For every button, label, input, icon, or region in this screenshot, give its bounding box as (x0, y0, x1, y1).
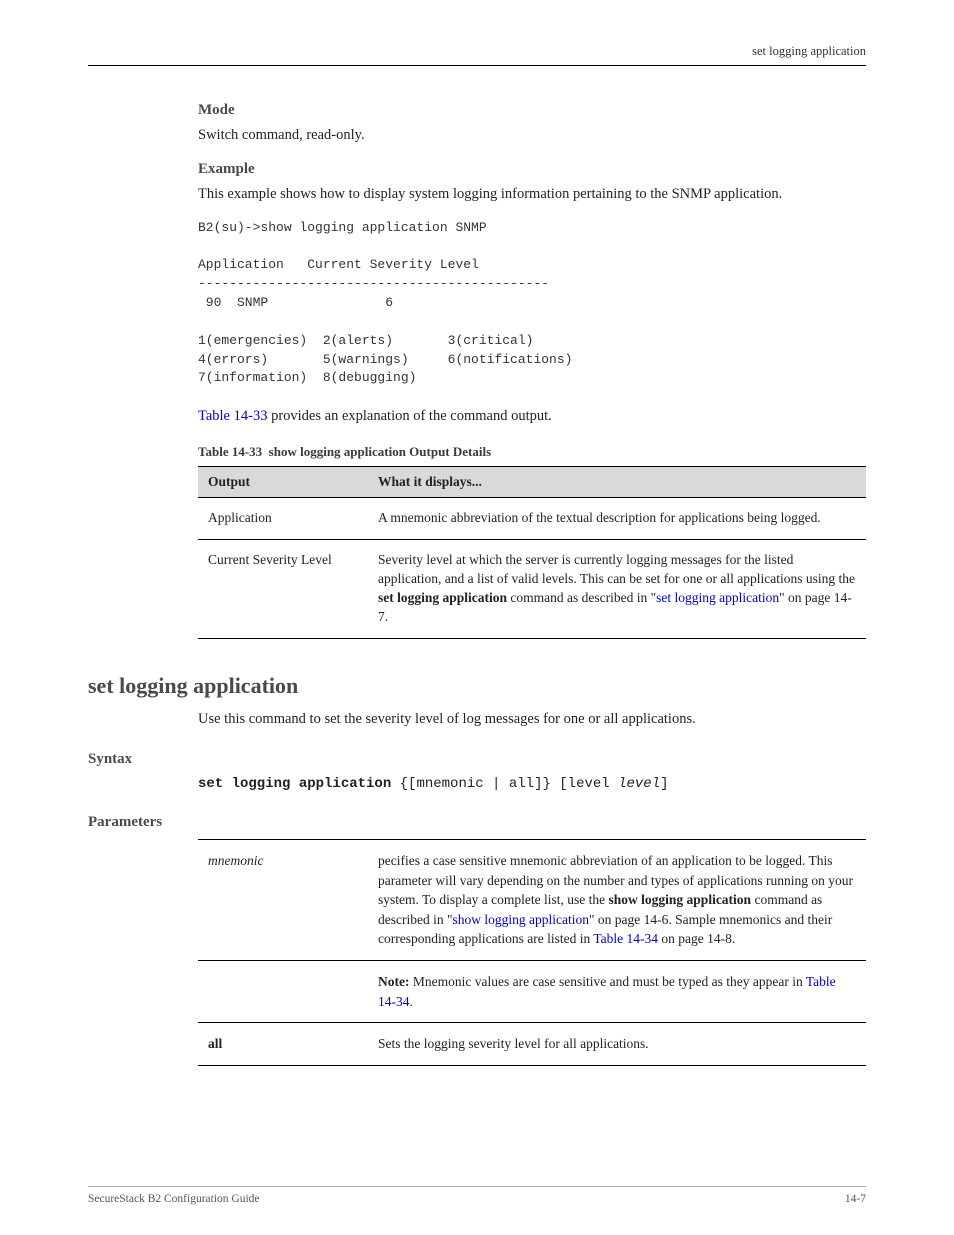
out-table-wrapper: Output What it displays... Application A… (198, 466, 866, 638)
table-row: Current Severity Level Severity level at… (198, 540, 866, 639)
cmd-title: set logging application (88, 673, 866, 699)
param-r1c1: mnemonic (198, 840, 368, 961)
param-r3c1: all (198, 1023, 368, 1066)
running-head: set logging application (88, 44, 866, 66)
ref-suffix: provides an explanation of the command o… (267, 408, 551, 424)
param-note: Note: Mnemonic values are case sensitive… (368, 961, 866, 1023)
out-r2c2: Severity level at which the server is cu… (368, 540, 866, 639)
content-area: Mode Switch command, read-only. Example … (88, 102, 866, 1066)
mode-heading: Mode (198, 102, 866, 119)
out-r1c1: Application (198, 498, 368, 540)
table-row: all Sets the logging severity level for … (198, 1023, 866, 1066)
running-head-text: set logging application (752, 44, 866, 59)
params-heading: Parameters (88, 814, 866, 831)
out-caption-label: Table 14-33 (198, 444, 262, 459)
table-row: Application A mnemonic abbreviation of t… (198, 498, 866, 540)
ref-sentence: Table 14-33 provides an explanation of t… (198, 406, 866, 426)
out-caption-text: show logging application Output Details (269, 444, 492, 459)
out-table-caption: Table 14-33 show logging application Out… (198, 444, 866, 460)
footer-left: SecureStack B2 Configuration Guide (88, 1193, 260, 1205)
cmd-desc: Use this command to set the severity lev… (198, 709, 866, 729)
out-table: Output What it displays... Application A… (198, 466, 866, 638)
param-r2c1 (198, 961, 368, 1023)
page: set logging application Mode Switch comm… (0, 0, 954, 1235)
param-link-2[interactable]: Table 14-34 (593, 931, 658, 946)
example-heading: Example (198, 161, 866, 178)
example-intro: This example shows how to display system… (198, 184, 866, 204)
out-r2-link[interactable]: set logging application (656, 590, 779, 605)
out-head-2: What it displays... (368, 467, 866, 498)
param-r3c2: Sets the logging severity level for all … (368, 1023, 866, 1066)
param-r1c2: pecifies a case sensitive mnemonic abbre… (368, 840, 866, 961)
example-code: B2(su)->show logging application SNMP Ap… (198, 219, 866, 389)
out-head-1: Output (198, 467, 368, 498)
out-r1c2: A mnemonic abbreviation of the textual d… (368, 498, 866, 540)
footer-right: 14-7 (845, 1193, 866, 1205)
table-row: mnemonic pecifies a case sensitive mnemo… (198, 840, 866, 961)
mode-text: Switch command, read-only. (198, 125, 866, 145)
table-head-row: Output What it displays... (198, 467, 866, 498)
out-r2c1: Current Severity Level (198, 540, 368, 639)
syntax-heading: Syntax (88, 751, 866, 768)
table-row: Note: Mnemonic values are case sensitive… (198, 961, 866, 1023)
param-link-1[interactable]: show logging application (453, 912, 589, 927)
table-ref-link[interactable]: Table 14-33 (198, 408, 267, 424)
params-table: mnemonic pecifies a case sensitive mnemo… (198, 839, 866, 1066)
syntax-line: set logging application {[mnemonic | all… (198, 776, 866, 792)
page-footer: SecureStack B2 Configuration Guide 14-7 (88, 1186, 866, 1205)
